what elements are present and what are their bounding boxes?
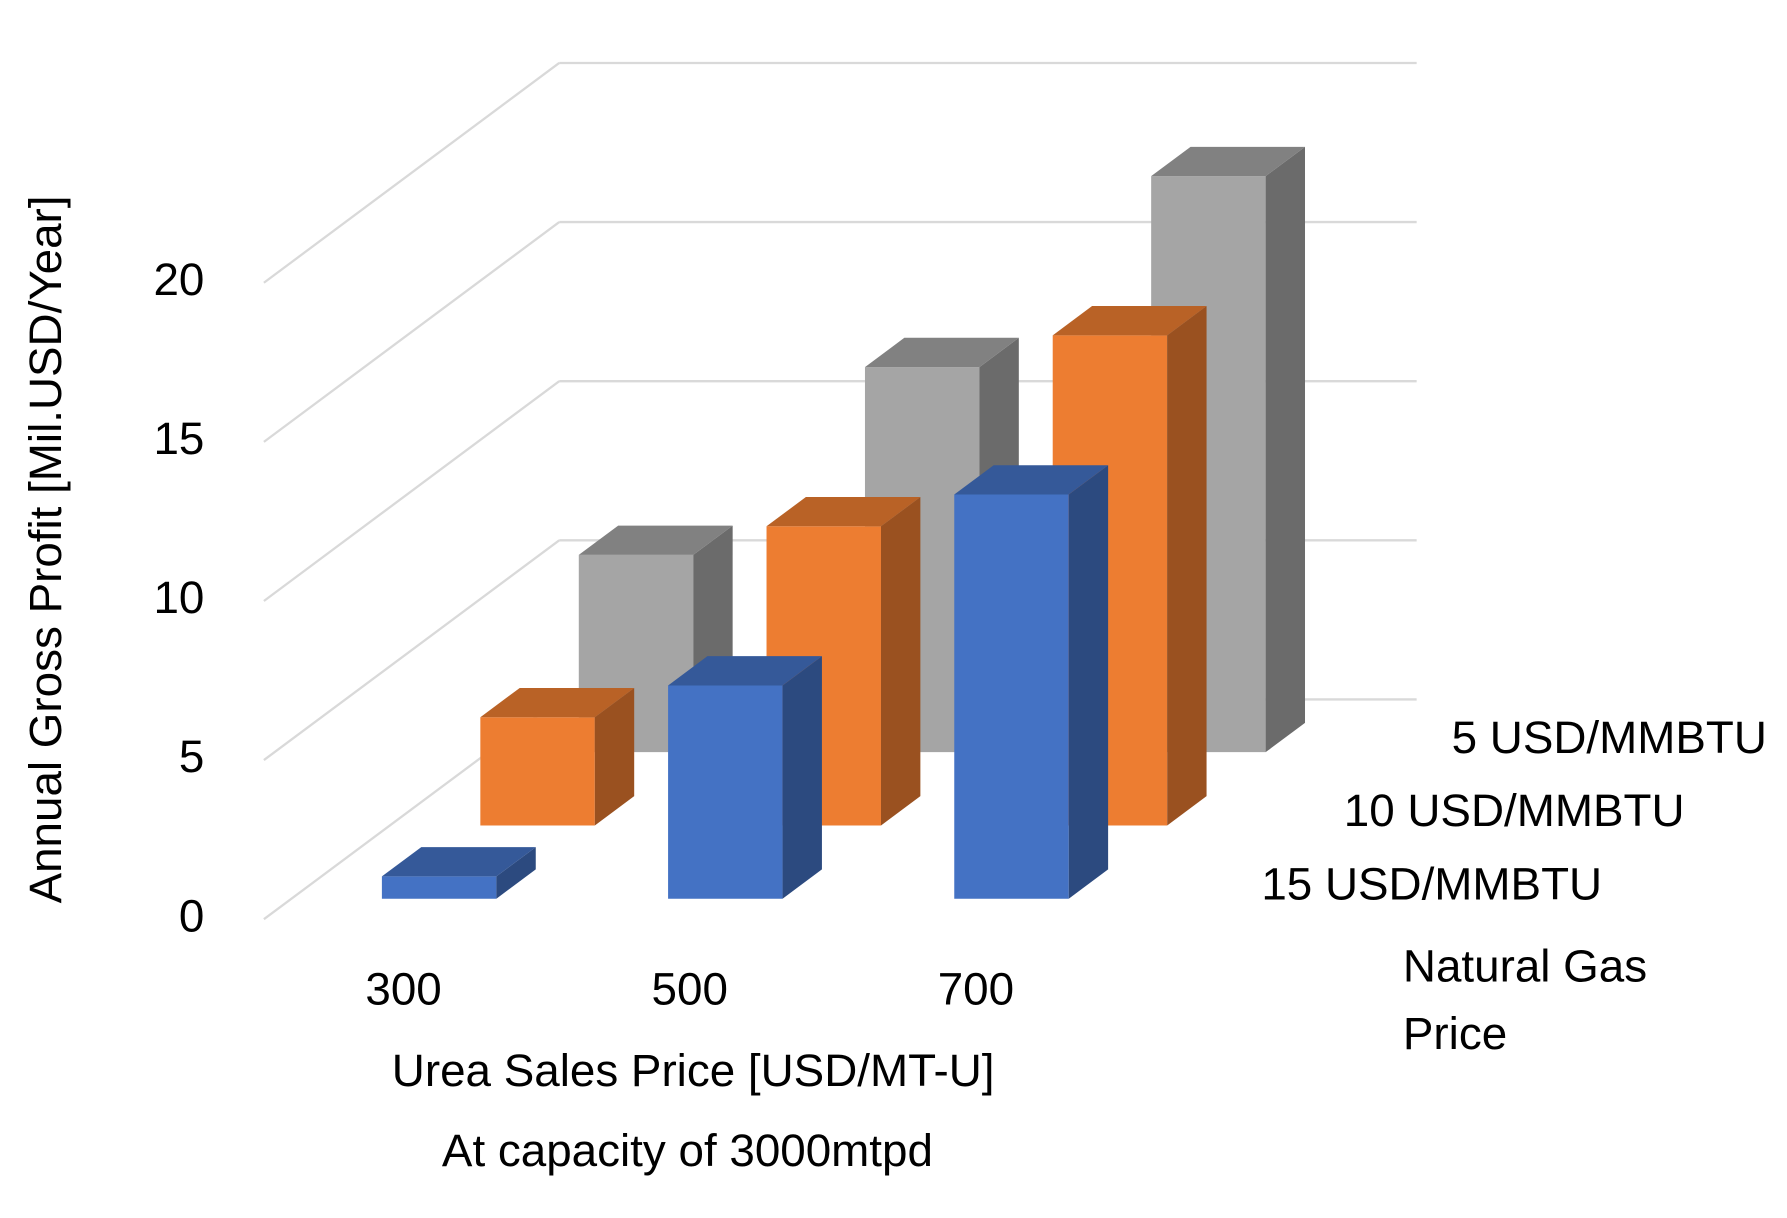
y-axis-title: Annual Gross Profit [Mil.USD/Year] <box>20 196 71 904</box>
bar-front <box>668 685 783 899</box>
x-tick-label: 700 <box>938 964 1014 1015</box>
bar <box>381 847 536 899</box>
legend-label: 15 USD/MMBTU <box>1261 858 1602 909</box>
bar-side <box>1167 306 1207 826</box>
grid-line <box>263 539 560 762</box>
depth-axis-title: Natural Gas <box>1403 941 1647 992</box>
bar-top <box>864 337 1019 368</box>
bar-front <box>954 494 1069 899</box>
bar-top <box>954 465 1109 495</box>
grid-line <box>263 221 560 443</box>
bar-top <box>578 525 733 555</box>
bar-top <box>381 847 536 877</box>
depth-axis-title: Price <box>1403 1008 1507 1059</box>
bar-top <box>1151 146 1306 177</box>
bar <box>668 656 822 899</box>
grid-line <box>263 380 560 602</box>
y-tick-label: 15 <box>153 413 204 464</box>
bar-top <box>480 687 635 718</box>
legend-label: 5 USD/MMBTU <box>1452 712 1767 763</box>
y-tick-label: 5 <box>179 731 204 782</box>
bar-side <box>594 687 635 826</box>
legend-label: 10 USD/MMBTU <box>1344 785 1685 836</box>
x-tick-label: 300 <box>365 964 441 1015</box>
bar <box>954 465 1109 899</box>
bar-top <box>668 656 822 686</box>
subtitle: At capacity of 3000mtpd <box>442 1125 933 1176</box>
y-tick-label: 20 <box>153 254 204 305</box>
x-tick-label: 500 <box>652 964 728 1015</box>
y-tick-label: 10 <box>153 572 204 623</box>
x-axis-title: Urea Sales Price [USD/MT-U] <box>392 1045 995 1096</box>
bar-front <box>381 876 497 899</box>
bar-top <box>1052 306 1207 336</box>
bar-side <box>1068 465 1109 899</box>
bar-top <box>766 496 921 527</box>
bar-side <box>1265 146 1306 753</box>
bar <box>480 687 635 826</box>
grid-line <box>263 62 560 284</box>
bar-side <box>496 847 536 899</box>
y-tick-label: 0 <box>179 890 204 941</box>
bar-side <box>782 656 822 899</box>
bar-side <box>880 496 921 826</box>
bar-front <box>480 717 595 826</box>
